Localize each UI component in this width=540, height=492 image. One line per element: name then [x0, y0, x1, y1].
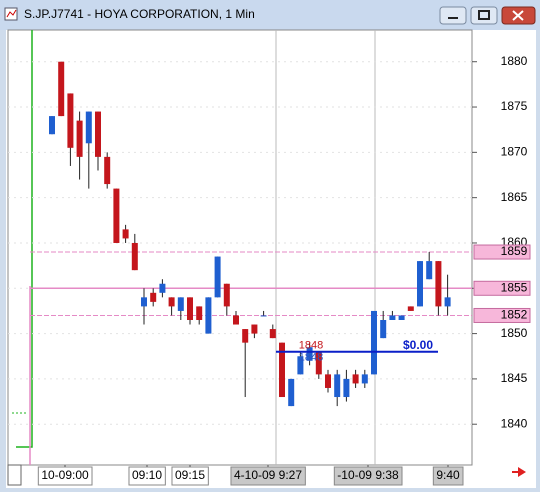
y-tick-label: 1875 — [501, 99, 528, 113]
y-tick-label: 1870 — [501, 145, 528, 159]
x-tick-label: 4-10-09 9:27 — [234, 468, 302, 482]
candle-body — [306, 347, 313, 361]
order-label: $0.00 — [403, 338, 433, 352]
candle-body — [343, 378, 350, 398]
y-tick-label: 1840 — [501, 416, 528, 430]
annotation: 1848 — [299, 340, 323, 352]
candle-body — [113, 188, 120, 243]
candle-body — [196, 306, 203, 320]
maximize-button[interactable] — [470, 6, 498, 25]
y-tick-label: 1845 — [501, 371, 528, 385]
indicator-line — [16, 30, 33, 448]
candle-body — [141, 297, 147, 307]
candle-body — [398, 315, 405, 320]
maximize-glyph — [478, 10, 490, 20]
candle-body — [67, 93, 74, 148]
candle-body — [95, 111, 101, 157]
candle-body — [417, 261, 423, 307]
candle-body — [251, 324, 258, 334]
candle-body — [104, 156, 111, 185]
candle-body — [205, 297, 212, 334]
candle-body — [352, 374, 359, 384]
window-title: S.JP.J7741 - HOYA CORPORATION, 1 Min — [24, 7, 255, 21]
candle-body — [223, 283, 230, 307]
scroll-right-arrow[interactable] — [512, 467, 526, 477]
x-tick-label: 09:10 — [132, 468, 162, 482]
candle-body — [85, 111, 92, 144]
candle-body — [159, 283, 166, 293]
candle-body — [279, 342, 285, 398]
candle-body — [269, 329, 276, 339]
candle-body — [426, 261, 433, 280]
y-tick-label: 1850 — [501, 326, 528, 340]
price-tag-label: 1855 — [501, 280, 528, 294]
candle-body — [168, 297, 175, 307]
annotation: 1848 — [299, 352, 323, 364]
minimize-button[interactable] — [439, 6, 467, 25]
candle-body — [380, 320, 387, 339]
plot-area — [7, 29, 473, 466]
candle-body — [214, 256, 221, 298]
candle-body — [325, 374, 331, 388]
candle-body — [315, 351, 322, 375]
candle-body — [49, 116, 55, 135]
x-tick-label: 09:15 — [175, 468, 205, 482]
candle-body — [297, 356, 304, 375]
x-tick-label: -10-09 9:38 — [337, 468, 399, 482]
candle-body — [371, 310, 377, 375]
y-tick-label: 1880 — [501, 54, 528, 68]
app-icon-glyph — [6, 9, 17, 18]
candle-body — [407, 306, 414, 311]
candle-body — [288, 378, 295, 407]
price-tag — [473, 307, 531, 323]
candle-body — [334, 374, 341, 398]
price-tag — [473, 244, 531, 260]
candle-body — [76, 120, 83, 157]
chart-layer: 1840184518501855186018651870187518801859… — [8, 54, 531, 486]
candle-body — [389, 315, 396, 320]
scroll-box[interactable] — [7, 464, 22, 486]
close-glyph — [512, 10, 524, 21]
candle-body — [260, 315, 267, 317]
candle-body — [58, 61, 65, 117]
candle-body — [361, 374, 368, 384]
candle-body — [242, 329, 249, 343]
price-tag-label: 1859 — [501, 244, 528, 258]
price-tag — [473, 280, 531, 296]
x-tick-label: 9:40 — [436, 468, 460, 482]
price-tag-label: 1852 — [501, 308, 528, 322]
candle-body — [435, 261, 442, 307]
candle-body — [122, 229, 129, 239]
candle-body — [150, 292, 157, 302]
candle-body — [177, 297, 184, 311]
y-tick-label: 1865 — [501, 190, 528, 204]
candle-body — [233, 315, 239, 325]
candle-body — [187, 297, 193, 320]
candle-body — [131, 242, 138, 271]
x-tick-label: 10-09:00 — [41, 468, 89, 482]
app-icon — [4, 7, 18, 21]
candle-body — [444, 297, 451, 307]
